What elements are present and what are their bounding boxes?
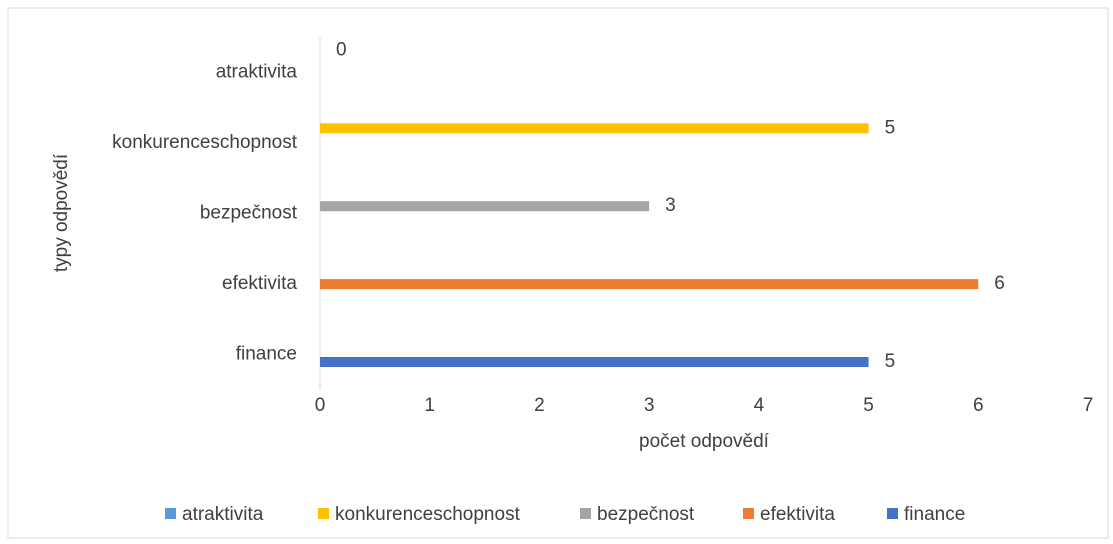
x-tick-label: 0 (315, 395, 326, 416)
x-tick-label: 6 (973, 395, 984, 416)
y-tick-label: atraktivita (216, 61, 298, 82)
x-axis-label: počet odpovědí (639, 431, 770, 452)
legend-label: finance (904, 504, 965, 525)
y-axis-label: typy odpovědí (51, 153, 72, 272)
legend-label: atraktivita (182, 504, 264, 525)
legend-swatch (318, 508, 329, 519)
bar (320, 279, 979, 290)
legend-label: efektivita (760, 504, 835, 525)
legend-label: konkurenceschopnost (335, 504, 521, 525)
legend-swatch (165, 508, 176, 519)
x-tick-label: 5 (863, 395, 874, 416)
data-label: 3 (665, 195, 676, 216)
x-tick-label: 7 (1083, 395, 1094, 416)
x-tick-label: 2 (534, 395, 545, 416)
x-tick-label: 1 (424, 395, 435, 416)
data-label: 6 (994, 273, 1005, 294)
legend-swatch (887, 508, 898, 519)
y-tick-label: finance (236, 344, 297, 365)
data-label: 5 (885, 351, 896, 372)
legend-label: bezpečnost (597, 504, 695, 525)
data-label: 0 (336, 39, 347, 60)
bar (320, 201, 650, 212)
legend-swatch (743, 508, 754, 519)
x-tick-label: 4 (754, 395, 765, 416)
bar (320, 123, 869, 134)
x-tick-label: 3 (644, 395, 655, 416)
bar (320, 357, 869, 367)
data-label: 5 (885, 117, 896, 138)
y-tick-label: efektivita (222, 273, 297, 294)
chart-border (7, 7, 1109, 539)
y-tick-label: konkurenceschopnost (112, 132, 298, 153)
legend-swatch (580, 508, 591, 519)
y-tick-label: bezpečnost (200, 203, 298, 224)
